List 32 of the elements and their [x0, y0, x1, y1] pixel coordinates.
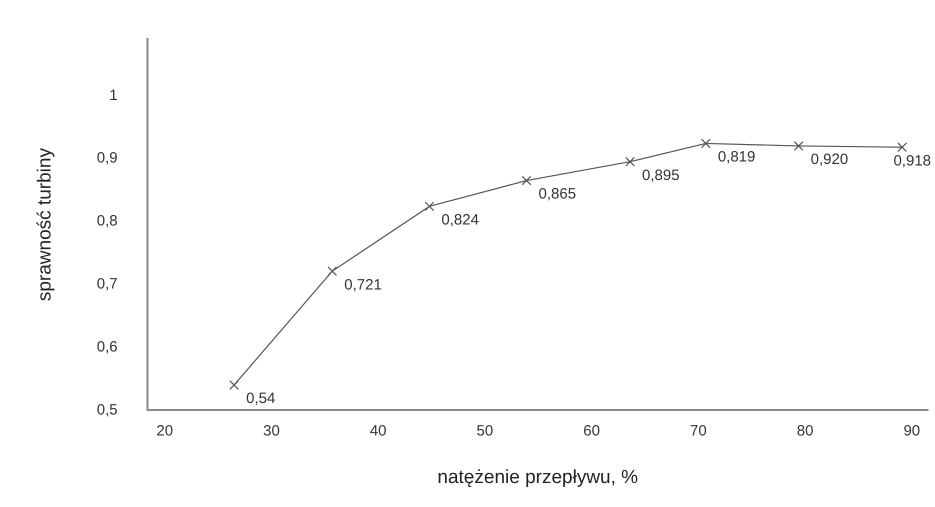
data-label: 0,865: [538, 186, 576, 203]
point: [522, 176, 532, 186]
point: [700, 138, 711, 148]
y-tick-label: 0,8: [96, 212, 118, 230]
x-tick-label: 60: [583, 422, 600, 440]
data-label: 0,54: [246, 390, 276, 408]
x-tick-label: 50: [476, 422, 494, 440]
data-label: 0,824: [441, 211, 479, 228]
x-tick-label: 40: [370, 422, 387, 440]
x-tick-label: 20: [156, 422, 174, 440]
point: [794, 141, 804, 151]
x-axis-title: natężenie przepływu, %: [437, 466, 638, 488]
data-label: 0,918: [893, 152, 932, 170]
y-tick-label: 1: [109, 86, 118, 104]
point: [424, 202, 434, 212]
y-tick-label: 0,7: [96, 276, 118, 293]
y-tick-label: 0,6: [96, 338, 118, 356]
x-tick-label: 80: [796, 422, 814, 440]
point: [229, 380, 239, 390]
x-tick-label: 30: [263, 422, 280, 440]
y-tick-label: 0,5: [96, 401, 118, 418]
x-tick-label: 90: [903, 422, 920, 440]
y-tick-label: 0,9: [96, 150, 118, 167]
data-label: 0,920: [810, 151, 848, 168]
y-axis-title: sprawność turbiny: [34, 148, 56, 302]
point: [327, 266, 338, 276]
data-label: 0,721: [344, 276, 382, 294]
annotation: 0,819: [718, 148, 756, 166]
data-label: 0,895: [642, 166, 680, 184]
point: [897, 142, 908, 152]
point: [625, 156, 635, 167]
x-tick-label: 70: [690, 422, 707, 440]
